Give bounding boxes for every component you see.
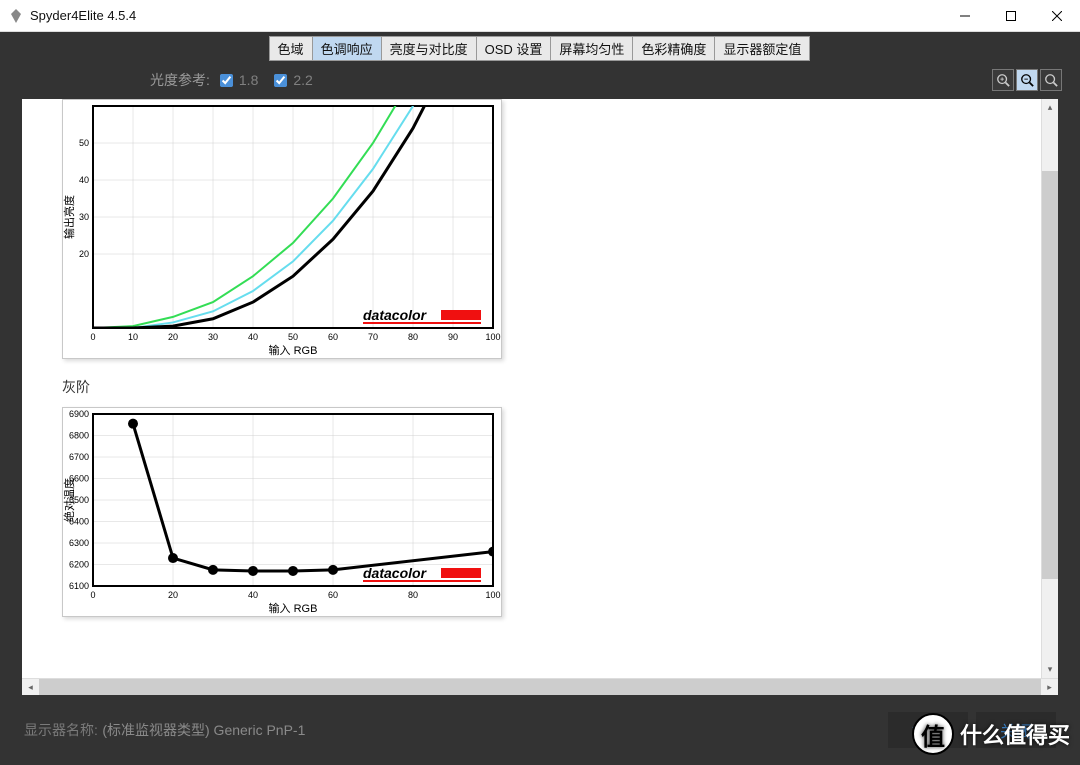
- close-button[interactable]: [1034, 0, 1080, 31]
- svg-text:10: 10: [128, 332, 138, 342]
- zoom-in-button[interactable]: [992, 69, 1014, 91]
- svg-text:datacolor: datacolor: [363, 307, 428, 323]
- tab-2[interactable]: 亮度与对比度: [381, 36, 477, 61]
- luminance-ref-label: 光度参考:: [150, 70, 210, 90]
- vertical-scrollbar[interactable]: ▴▾: [1041, 99, 1058, 678]
- svg-text:6300: 6300: [69, 538, 89, 548]
- svg-text:50: 50: [79, 138, 89, 148]
- svg-text:40: 40: [248, 590, 258, 600]
- svg-text:0: 0: [90, 590, 95, 600]
- svg-text:40: 40: [248, 332, 258, 342]
- ref-2-2-checkbox[interactable]: [274, 74, 287, 87]
- svg-text:30: 30: [79, 212, 89, 222]
- footer: 显示器名称: (标准监视器类型) Generic PnP-1 打印 关闭: [0, 695, 1080, 765]
- svg-text:100: 100: [485, 590, 500, 600]
- svg-text:输入 RGB: 输入 RGB: [269, 601, 318, 615]
- svg-text:6800: 6800: [69, 431, 89, 441]
- svg-text:0: 0: [90, 332, 95, 342]
- svg-text:60: 60: [328, 590, 338, 600]
- svg-text:60: 60: [328, 332, 338, 342]
- tab-0[interactable]: 色域: [269, 36, 313, 61]
- grayscale-section-label: 灰阶: [62, 377, 1018, 397]
- svg-text:datacolor: datacolor: [363, 565, 428, 581]
- print-button[interactable]: 打印: [888, 712, 968, 748]
- svg-text:输出亮度: 输出亮度: [63, 195, 76, 239]
- ref-2-2-value: 2.2: [293, 72, 312, 88]
- ref-1-8-value: 1.8: [239, 72, 258, 88]
- content-area: 010203040506070809010020304050输入 RGB输出亮度…: [22, 99, 1058, 695]
- horizontal-scrollbar[interactable]: ◂▸: [22, 678, 1058, 695]
- svg-text:6700: 6700: [69, 452, 89, 462]
- svg-text:20: 20: [79, 249, 89, 259]
- svg-text:6900: 6900: [69, 409, 89, 419]
- zoom-out-button[interactable]: [1016, 69, 1038, 91]
- svg-text:40: 40: [79, 175, 89, 185]
- controls-row: 光度参考: 1.8 2.2: [0, 61, 1080, 99]
- svg-text:80: 80: [408, 332, 418, 342]
- titlebar: Spyder4Elite 4.5.4: [0, 0, 1080, 32]
- svg-text:20: 20: [168, 332, 178, 342]
- grayscale-chart: 0204060801006100620063006400650066006700…: [62, 407, 502, 617]
- svg-text:6100: 6100: [69, 581, 89, 591]
- svg-text:100: 100: [485, 332, 500, 342]
- zoom-fit-button[interactable]: [1040, 69, 1062, 91]
- tab-6[interactable]: 显示器额定值: [714, 36, 810, 61]
- tone-response-chart: 010203040506070809010020304050输入 RGB输出亮度…: [62, 99, 502, 359]
- svg-text:90: 90: [448, 332, 458, 342]
- svg-text:绝对温度: 绝对温度: [63, 478, 76, 522]
- svg-text:30: 30: [208, 332, 218, 342]
- tabbar: 色域色调响应亮度与对比度OSD 设置屏幕均匀性色彩精确度显示器额定值: [0, 32, 1080, 61]
- maximize-button[interactable]: [988, 0, 1034, 31]
- svg-text:80: 80: [408, 590, 418, 600]
- monitor-name-label: 显示器名称:: [24, 720, 98, 740]
- close-app-button[interactable]: 关闭: [976, 712, 1056, 748]
- svg-text:6200: 6200: [69, 560, 89, 570]
- app-icon: [8, 8, 24, 24]
- minimize-button[interactable]: [942, 0, 988, 31]
- window-title: Spyder4Elite 4.5.4: [30, 8, 942, 23]
- tab-1[interactable]: 色调响应: [312, 36, 382, 61]
- tab-3[interactable]: OSD 设置: [476, 36, 552, 61]
- ref-1-8-checkbox[interactable]: [220, 74, 233, 87]
- svg-text:20: 20: [168, 590, 178, 600]
- tab-5[interactable]: 色彩精确度: [632, 36, 715, 61]
- tab-4[interactable]: 屏幕均匀性: [550, 36, 633, 61]
- monitor-name-value: (标准监视器类型) Generic PnP-1: [102, 720, 305, 740]
- svg-text:70: 70: [368, 332, 378, 342]
- svg-text:输入 RGB: 输入 RGB: [269, 343, 318, 357]
- svg-text:50: 50: [288, 332, 298, 342]
